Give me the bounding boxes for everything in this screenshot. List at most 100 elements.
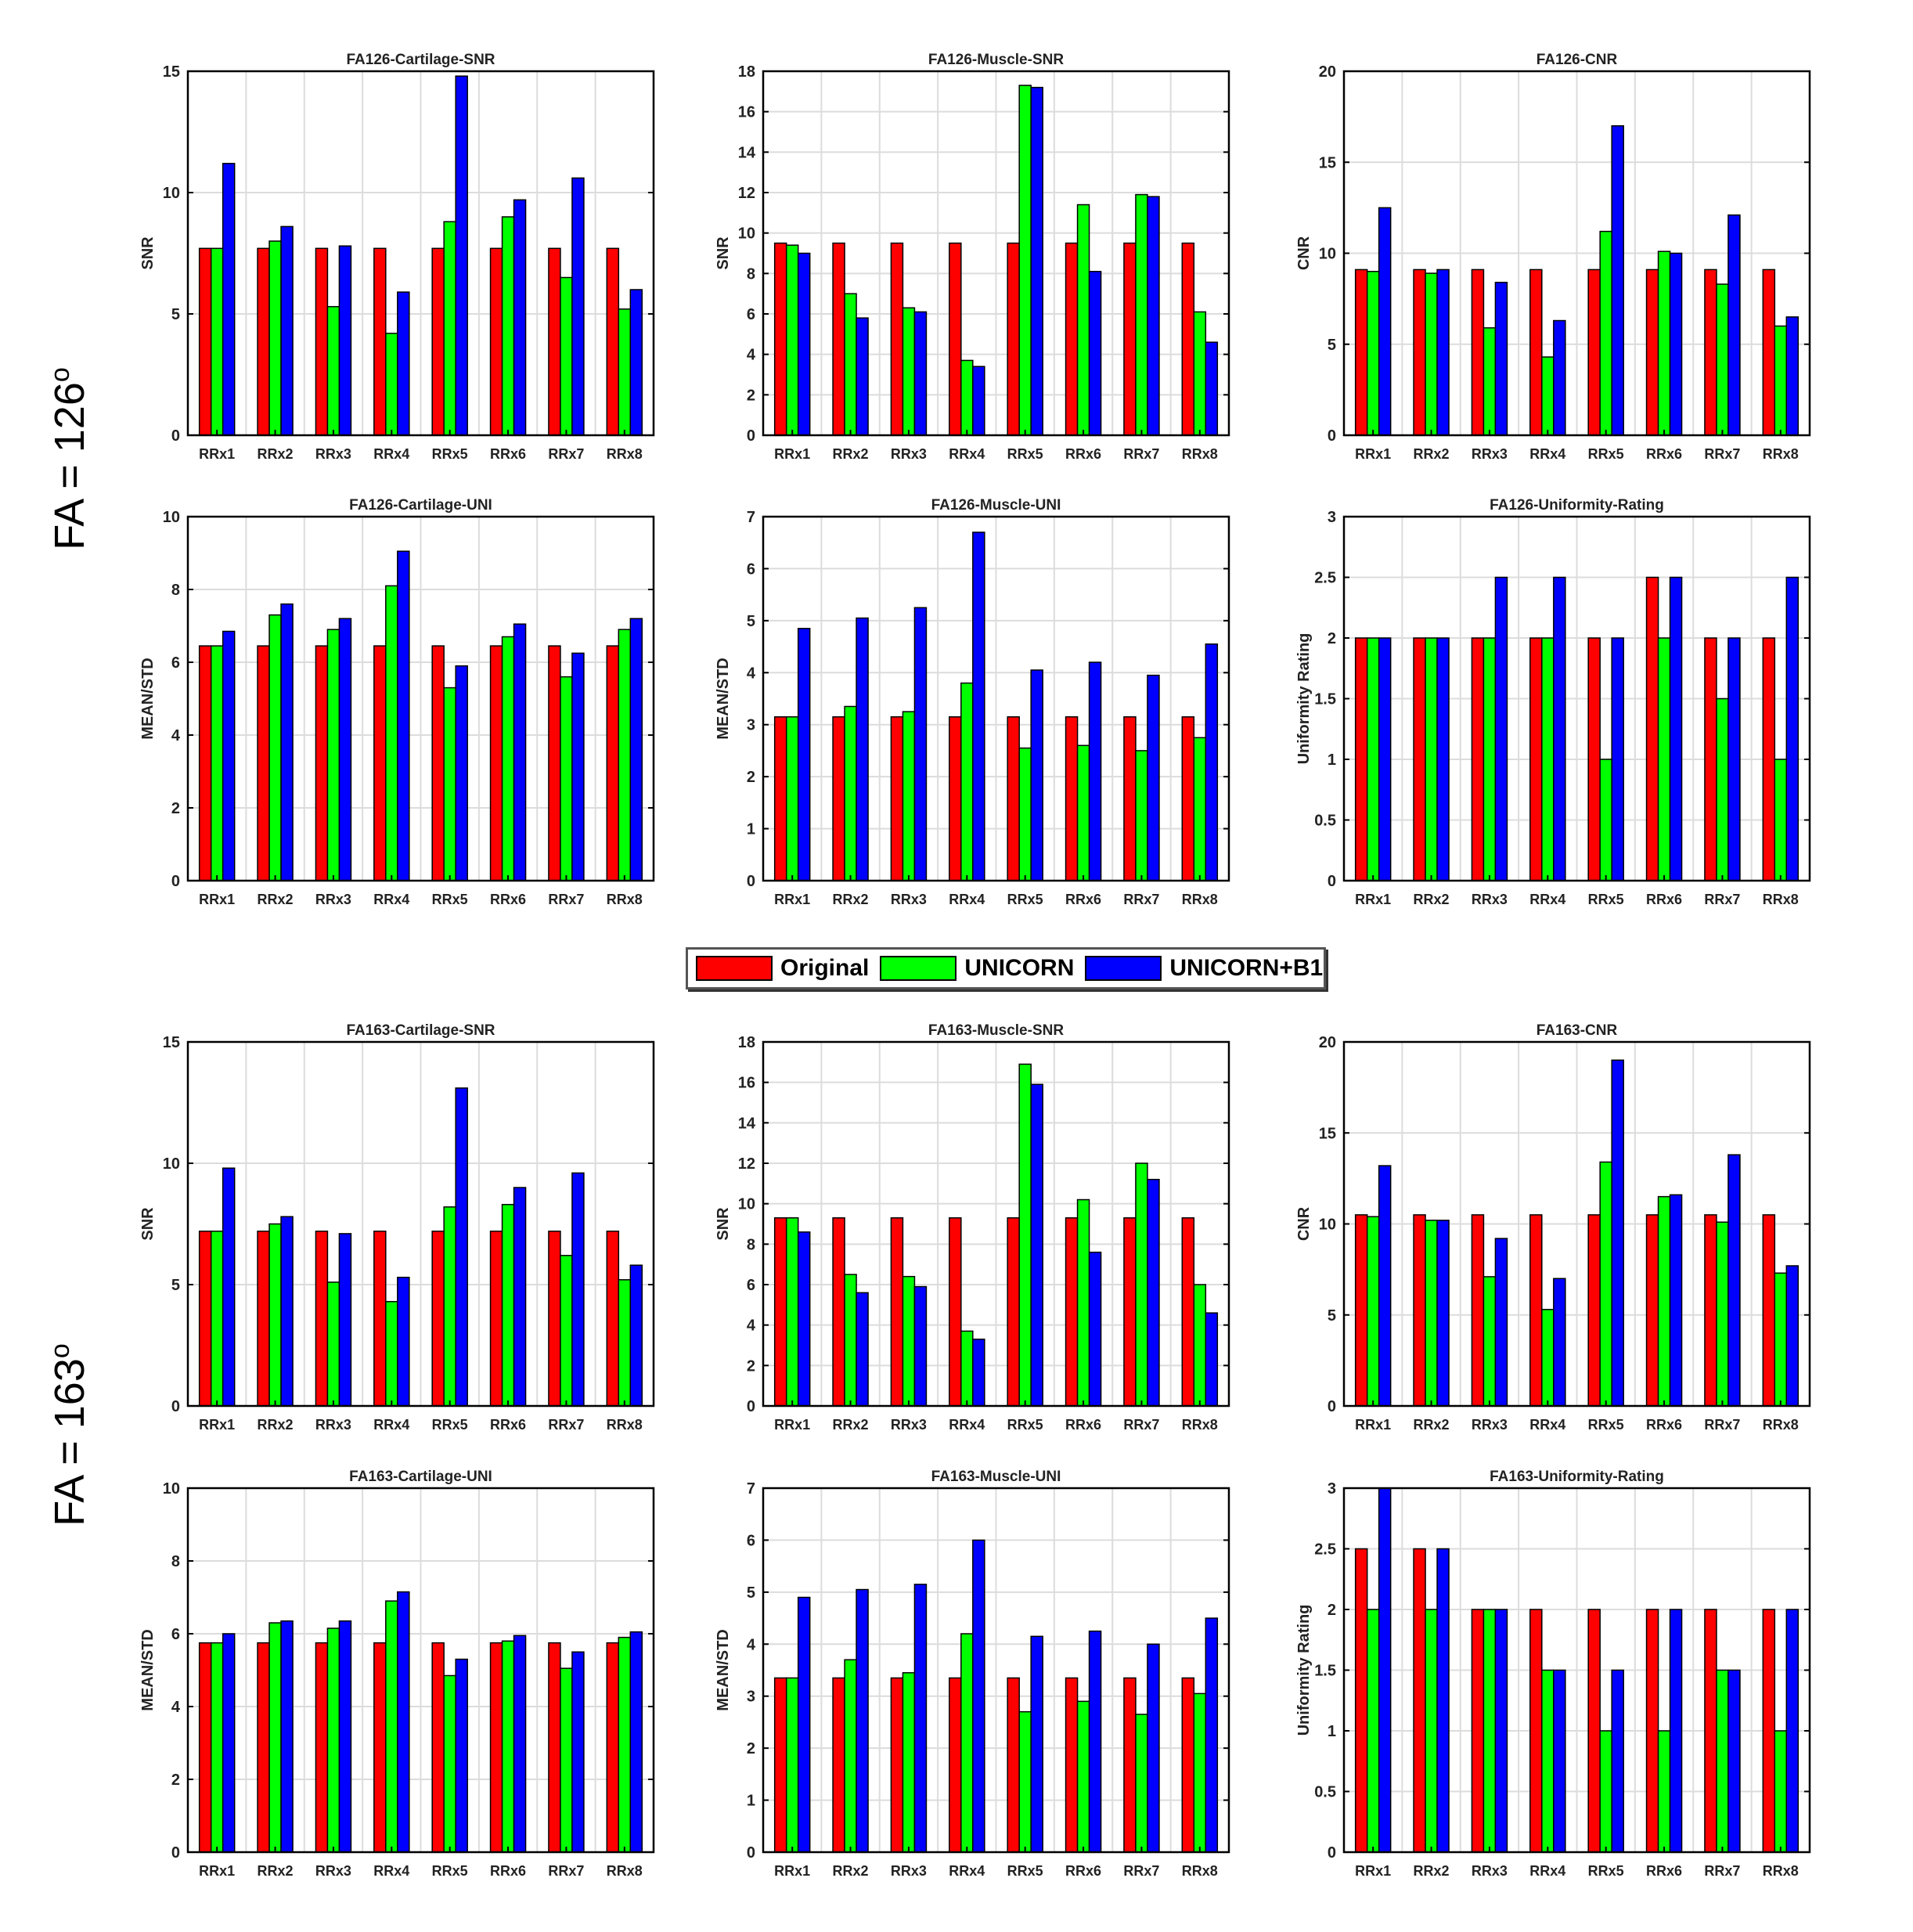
- bar-unicorn-rrx2: [268, 1223, 282, 1407]
- y-axis-label: MEAN/STD: [715, 1629, 732, 1710]
- bar-unicorn-b1-rrx4: [397, 291, 410, 436]
- y-tick-label: 2: [747, 769, 755, 786]
- bar-unicorn-b1-rrx4: [972, 1539, 985, 1853]
- bar-original-rrx6: [489, 247, 503, 436]
- axes-frame: [762, 1487, 1230, 1854]
- bar-unicorn-rrx8: [618, 629, 632, 881]
- x-tick-label: RRx7: [1123, 892, 1159, 907]
- y-tick-label: 4: [747, 1636, 756, 1653]
- bar-unicorn-rrx8: [1774, 1730, 1788, 1853]
- x-tick-label: RRx1: [1355, 1417, 1391, 1433]
- bar-unicorn-rrx2: [1425, 1220, 1438, 1407]
- bar-unicorn-rrx5: [1599, 1730, 1612, 1853]
- bar-original-rrx3: [315, 645, 329, 881]
- bar-unicorn-rrx6: [1076, 1700, 1090, 1853]
- legend-swatch-unicorn-b1: [1085, 956, 1162, 981]
- bar-original-rrx4: [949, 1217, 962, 1407]
- bar-unicorn-b1-rrx1: [1378, 207, 1392, 436]
- y-tick-label: 2.5: [1314, 570, 1336, 587]
- chart-fa126-muscle-snr: 0 2 4 6 8 10 12 14 16 18 RRx1 RRx2 RRx3 RRx4 RRx5 RRx6 R…: [715, 52, 1230, 462]
- y-tick-label: 10: [738, 1196, 755, 1213]
- x-tick-label: RRx5: [1007, 1417, 1043, 1433]
- bar-original-rrx7: [1704, 269, 1717, 436]
- bar-unicorn-b1-rrx1: [1378, 1165, 1392, 1407]
- bar-unicorn-b1-rrx4: [397, 1276, 410, 1407]
- x-tick-label: RRx1: [199, 892, 235, 907]
- x-tick-label: RRx3: [891, 1863, 927, 1879]
- x-tick-label: RRx4: [949, 446, 985, 462]
- bar-unicorn-rrx7: [1135, 1714, 1148, 1853]
- bar-unicorn-b1-rrx3: [913, 311, 928, 436]
- bar-original-rrx4: [949, 1677, 962, 1853]
- bar-unicorn-rrx3: [902, 711, 916, 881]
- bar-unicorn-rrx3: [902, 1672, 916, 1853]
- bar-unicorn-rrx7: [1135, 1162, 1148, 1407]
- chart-title: FA126-CNR: [1537, 52, 1618, 68]
- legend-label-unicorn-b1: UNICORN+B1: [1169, 955, 1324, 981]
- chart-fa163-uniformity-rating: 0 0.5 1 1.5 2 2.5 3 RRx1 RRx2 RRx3 RRx4 RRx5 RRx6 RRx…: [1295, 1469, 1811, 1879]
- bar-original-rrx7: [1704, 637, 1717, 881]
- chart-fa126-muscle-uni: 0 1 2 3 4 5 6 7 RRx1 RRx2 RRx3 RRx4 RRx5 RRx6 RRx7 RRx8…: [715, 497, 1230, 907]
- bar-unicorn-b1-rrx7: [1727, 1154, 1741, 1407]
- axes-frame: [1342, 515, 1811, 882]
- legend-item-original: Original: [696, 955, 869, 982]
- bar-original-rrx2: [1413, 1214, 1426, 1407]
- x-tick-label: RRx6: [1065, 1863, 1101, 1879]
- bar-unicorn-b1-rrx6: [513, 1187, 527, 1407]
- x-tick-label: RRx3: [891, 892, 927, 907]
- y-tick-label: 5: [747, 613, 755, 630]
- x-tick-label: RRx2: [258, 1417, 294, 1433]
- bar-original-rrx8: [1762, 269, 1776, 436]
- bar-unicorn-b1-rrx1: [222, 1633, 236, 1853]
- y-tick-label: 1: [747, 1793, 755, 1810]
- bar-unicorn-b1-rrx8: [1205, 643, 1219, 881]
- x-tick-label: RRx7: [548, 1863, 584, 1879]
- y-tick-label: 2: [747, 387, 755, 404]
- bar-original-rrx3: [1471, 1214, 1485, 1407]
- bar-unicorn-b1-rrx5: [1611, 1669, 1624, 1853]
- x-tick-label: RRx8: [607, 892, 643, 907]
- bar-original-rrx6: [1065, 1677, 1079, 1853]
- y-tick-label: 0: [747, 873, 755, 890]
- bar-unicorn-rrx5: [1018, 85, 1032, 436]
- bar-unicorn-b1-rrx7: [571, 1172, 585, 1407]
- bar-unicorn-b1-rrx4: [972, 1339, 985, 1407]
- bar-original-rrx8: [1181, 716, 1195, 881]
- bar-unicorn-rrx4: [1541, 637, 1555, 881]
- y-tick-label: 6: [747, 1277, 755, 1294]
- x-tick-label: RRx4: [949, 1417, 985, 1433]
- x-tick-label: RRx2: [833, 1417, 869, 1433]
- x-tick-label: RRx8: [1763, 446, 1799, 462]
- bar-unicorn-b1-rrx8: [629, 1264, 643, 1407]
- bar-original-rrx3: [890, 242, 904, 436]
- axes-frame: [1342, 1487, 1811, 1854]
- bar-unicorn-rrx1: [785, 244, 799, 436]
- bar-unicorn-b1-rrx8: [629, 289, 643, 436]
- y-tick-label: 0.5: [1314, 1784, 1336, 1801]
- bar-unicorn-b1-rrx8: [1785, 1265, 1800, 1407]
- axes-frame: [186, 1487, 655, 1854]
- bar-unicorn-rrx3: [1482, 637, 1497, 881]
- bar-unicorn-rrx7: [1716, 697, 1729, 881]
- bar-unicorn-b1-rrx5: [1030, 1635, 1043, 1853]
- y-tick-label: 2: [171, 1772, 180, 1789]
- bar-original-rrx1: [1354, 269, 1368, 436]
- bar-unicorn-b1-rrx2: [856, 1292, 869, 1407]
- bar-original-rrx4: [1529, 269, 1543, 436]
- y-tick-label: 18: [738, 63, 755, 81]
- bar-unicorn-b1-rrx5: [1611, 1059, 1624, 1407]
- x-tick-label: RRx8: [1182, 1863, 1218, 1879]
- bar-unicorn-rrx3: [1482, 1609, 1497, 1853]
- y-tick-label: 1: [747, 821, 755, 838]
- bar-original-rrx7: [1704, 1214, 1717, 1407]
- bar-original-rrx2: [257, 1231, 270, 1407]
- bar-unicorn-b1-rrx6: [1088, 661, 1102, 881]
- bar-original-rrx5: [1007, 716, 1020, 881]
- bar-unicorn-b1-rrx4: [397, 550, 410, 881]
- y-tick-label: 1.5: [1314, 1663, 1336, 1680]
- bar-unicorn-rrx5: [1599, 230, 1612, 436]
- bar-unicorn-rrx5: [1599, 1161, 1612, 1407]
- bar-unicorn-rrx6: [501, 216, 515, 436]
- x-tick-label: RRx2: [1414, 446, 1450, 462]
- bar-unicorn-b1-rrx4: [1553, 1278, 1566, 1407]
